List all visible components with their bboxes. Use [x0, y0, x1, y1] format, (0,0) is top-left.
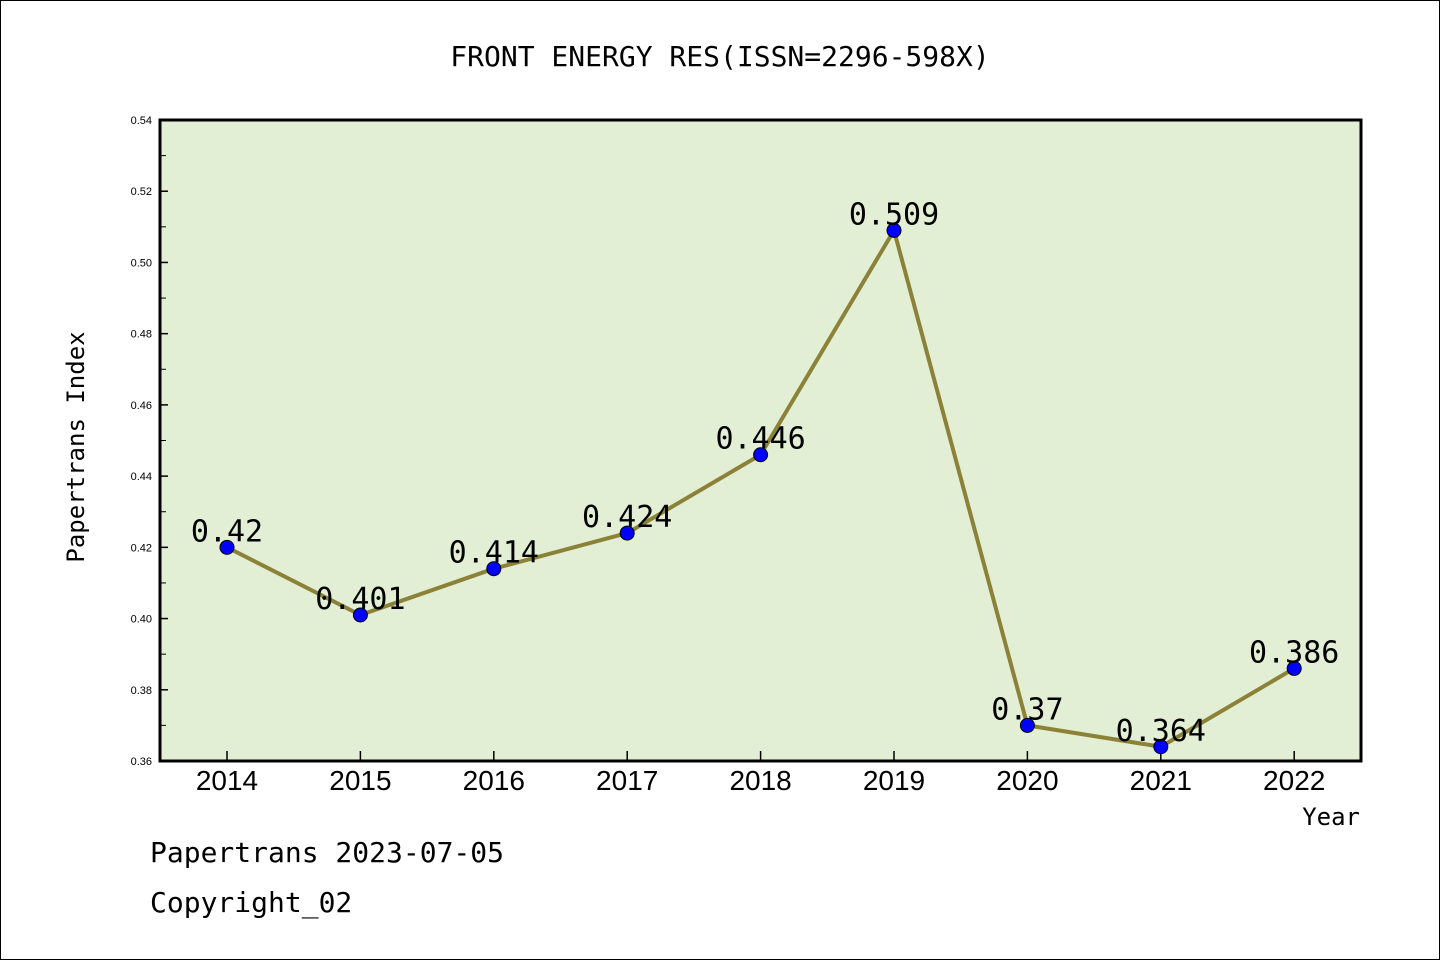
data-label-group: 0.42 0.401 0.414 0.424 0.446 0.509 0.37 0.364 0.…	[191, 197, 1339, 748]
footer-copyright-text: Copyright_02	[150, 886, 353, 919]
chart-title: FRONT ENERGY RES(ISSN=2296-598X)	[450, 40, 989, 73]
y-axis-label: Papertrans Index	[62, 331, 90, 562]
y-tick-label: 0.52	[131, 186, 152, 198]
data-label: 0.42	[191, 514, 263, 549]
data-point-marker	[486, 561, 502, 577]
data-point-marker	[1019, 717, 1035, 733]
data-label: 0.401	[315, 582, 405, 617]
data-label: 0.37	[991, 692, 1063, 727]
x-tick-label: 2016	[463, 765, 525, 796]
x-axis: 2014 2015 2016 2017 2018 2019 2020 2021 2022	[196, 751, 1325, 796]
x-tick-label: 2017	[596, 765, 658, 796]
data-point-marker	[886, 222, 902, 238]
data-point-marker	[1153, 739, 1169, 755]
x-tick-label: 2020	[996, 765, 1058, 796]
y-tick-label: 0.50	[131, 257, 152, 269]
x-tick-label: 2015	[329, 765, 391, 796]
plot-area	[158, 118, 1363, 763]
x-axis-label: Year	[1302, 803, 1360, 831]
data-label: 0.446	[715, 422, 805, 457]
y-axis: 0.36 0.38 0.40 0.42 0.44 0.46 0.48 0.50 0.52 0.54	[131, 115, 168, 768]
y-tick-label: 0.42	[131, 542, 152, 554]
data-point-marker	[219, 539, 235, 555]
x-tick-label: 2014	[196, 765, 258, 796]
y-tick-label: 0.36	[131, 756, 152, 768]
marker-group	[219, 222, 1302, 755]
data-label: 0.386	[1249, 635, 1339, 670]
footer-date-text: Papertrans 2023-07-05	[150, 836, 505, 869]
data-point-marker	[753, 447, 769, 463]
data-point-marker	[352, 607, 368, 623]
y-tick-label: 0.46	[131, 400, 152, 412]
y-tick-label: 0.44	[131, 471, 152, 483]
data-point-marker	[619, 525, 635, 541]
x-tick-label: 2021	[1130, 765, 1192, 796]
y-tick-label: 0.38	[131, 685, 152, 697]
x-tick-label: 2022	[1263, 765, 1325, 796]
data-label: 0.424	[582, 500, 672, 535]
x-tick-label: 2019	[863, 765, 925, 796]
y-tick-label: 0.40	[131, 614, 152, 626]
y-tick-label: 0.48	[131, 329, 152, 341]
data-point-marker	[1286, 660, 1302, 676]
data-label: 0.364	[1116, 714, 1206, 749]
x-tick-label: 2018	[729, 765, 791, 796]
data-label: 0.414	[449, 536, 539, 571]
data-label: 0.509	[849, 197, 939, 232]
y-tick-label: 0.54	[131, 115, 152, 127]
